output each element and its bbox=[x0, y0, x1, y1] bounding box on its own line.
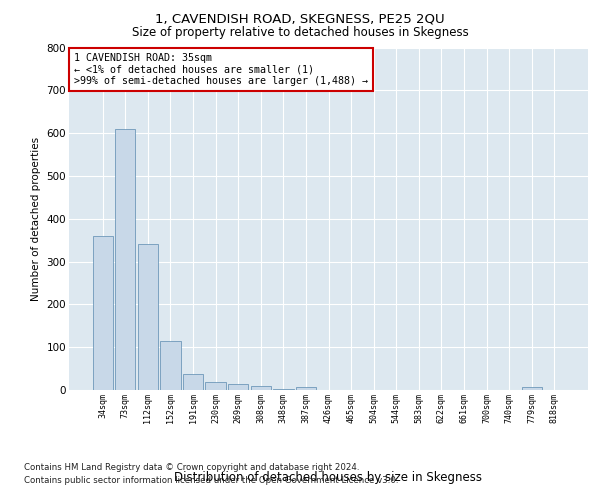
X-axis label: Distribution of detached houses by size in Skegness: Distribution of detached houses by size … bbox=[175, 472, 482, 484]
Bar bbox=[521, 386, 542, 390]
Bar bbox=[273, 389, 293, 390]
Bar bbox=[160, 341, 181, 390]
Y-axis label: Number of detached properties: Number of detached properties bbox=[31, 136, 41, 301]
Bar bbox=[296, 386, 316, 390]
Text: Contains public sector information licensed under the Open Government Licence v3: Contains public sector information licen… bbox=[24, 476, 398, 485]
Text: 1 CAVENDISH ROAD: 35sqm
← <1% of detached houses are smaller (1)
>99% of semi-de: 1 CAVENDISH ROAD: 35sqm ← <1% of detache… bbox=[74, 52, 368, 86]
Bar bbox=[228, 384, 248, 390]
Bar bbox=[92, 236, 113, 390]
Text: Contains HM Land Registry data © Crown copyright and database right 2024.: Contains HM Land Registry data © Crown c… bbox=[24, 464, 359, 472]
Bar bbox=[205, 382, 226, 390]
Bar bbox=[183, 374, 203, 390]
Bar bbox=[115, 129, 136, 390]
Bar bbox=[138, 244, 158, 390]
Text: 1, CAVENDISH ROAD, SKEGNESS, PE25 2QU: 1, CAVENDISH ROAD, SKEGNESS, PE25 2QU bbox=[155, 12, 445, 26]
Text: Size of property relative to detached houses in Skegness: Size of property relative to detached ho… bbox=[131, 26, 469, 39]
Bar bbox=[251, 386, 271, 390]
